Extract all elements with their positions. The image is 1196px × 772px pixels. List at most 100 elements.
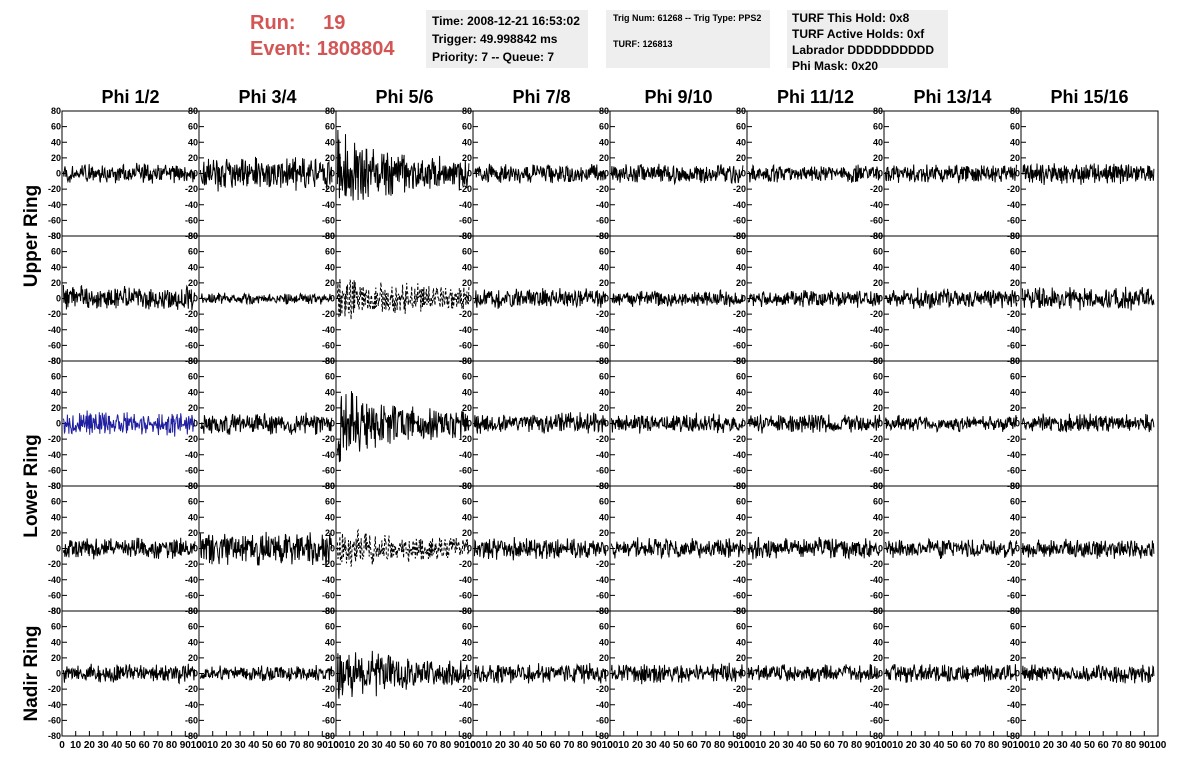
x-tick-label-c2-8: 80 — [440, 740, 452, 751]
y-tick-label-r0-c1-6: 40 — [188, 137, 198, 147]
waveform-trace-r4-c4 — [610, 662, 744, 685]
y-tick-label-r0-c2-5: 20 — [325, 153, 335, 163]
waveform-trace-r0-c5 — [747, 163, 881, 183]
waveform-trace-r1-c0 — [62, 284, 196, 311]
y-tick-label-r4-c5-4: 0 — [741, 669, 746, 679]
y-tick-label-r1-c6-8: 80 — [873, 231, 883, 241]
y-tick-label-r4-c2-8: 80 — [325, 606, 335, 616]
y-tick-label-r0-c1-3: -20 — [185, 184, 198, 194]
y-tick-label-r4-c4-4: 0 — [604, 669, 609, 679]
y-tick-label-r2-c7-1: -60 — [1007, 465, 1020, 475]
y-tick-label-r2-c6-7: 60 — [873, 372, 883, 382]
waveform-trace-r2-c5 — [747, 414, 881, 434]
y-tick-label-r2-c0-4: 0 — [56, 419, 61, 429]
y-tick-label-r4-c3-8: 80 — [462, 606, 472, 616]
y-tick-label-r0-c7-1: -60 — [1007, 215, 1020, 225]
y-tick-label-r1-c0-2: -40 — [48, 325, 61, 335]
y-tick-label-r0-c4-1: -60 — [596, 215, 609, 225]
y-tick-label-r2-c6-4: 0 — [878, 419, 883, 429]
y-tick-label-r1-c0-8: 80 — [51, 231, 61, 241]
y-tick-label-r2-c5-1: -60 — [733, 465, 746, 475]
x-tick-label-c6-2: 20 — [906, 740, 918, 751]
waveform-trace-r1-c5 — [747, 290, 881, 308]
y-tick-label-r0-c3-3: -20 — [459, 184, 472, 194]
y-tick-label-r3-c4-1: -60 — [596, 590, 609, 600]
y-tick-label-r2-c5-3: -20 — [733, 434, 746, 444]
y-tick-label-r4-c2-2: -40 — [322, 700, 335, 710]
y-tick-label-r0-c3-5: 20 — [462, 153, 472, 163]
y-tick-label-r0-c4-3: -20 — [596, 184, 609, 194]
y-tick-label-r3-c0-0: -80 — [48, 606, 61, 616]
y-tick-label-r1-c6-4: 0 — [878, 294, 883, 304]
x-tick-label-c5-6: 60 — [824, 740, 836, 751]
waveform-trace-r4-c5 — [747, 664, 881, 683]
column-header-1: Phi 1/2 — [101, 87, 159, 107]
y-tick-label-r1-c2-3: -20 — [322, 309, 335, 319]
y-tick-label-r4-c7-5: 20 — [1010, 653, 1020, 663]
y-tick-label-r4-c5-7: 60 — [736, 622, 746, 632]
y-tick-label-r2-c7-7: 60 — [1010, 372, 1020, 382]
y-tick-label-r0-c5-8: 80 — [736, 106, 746, 116]
column-header-4: Phi 7/8 — [512, 87, 570, 107]
y-tick-label-r2-c3-4: 0 — [467, 419, 472, 429]
y-tick-label-r2-c1-6: 40 — [188, 387, 198, 397]
y-tick-label-r1-c7-2: -40 — [1007, 325, 1020, 335]
x-tick-label-c0-4: 40 — [111, 740, 123, 751]
waveform-trace-r0-c4 — [610, 163, 744, 186]
x-tick-label-c0-5: 50 — [125, 740, 137, 751]
x-tick-label-c1-1: 10 — [207, 740, 219, 751]
x-tick-label-c2-9: 90 — [454, 740, 466, 751]
y-tick-label-r2-c3-3: -20 — [459, 434, 472, 444]
y-tick-label-r2-c4-1: -60 — [596, 465, 609, 475]
time-text: Time: 2008-12-21 16:53:02 — [432, 14, 580, 28]
y-tick-label-r3-c5-8: 80 — [736, 481, 746, 491]
x-tick-label-c6-1: 10 — [892, 740, 904, 751]
x-tick-label-c5-5: 50 — [810, 740, 822, 751]
y-tick-label-r4-c7-4: 0 — [1015, 669, 1020, 679]
y-tick-label-r4-c1-6: 40 — [188, 637, 198, 647]
y-tick-label-r3-c0-8: 80 — [51, 481, 61, 491]
run-event-box: Run: 19 Event: 1808804 — [250, 10, 420, 62]
y-tick-label-r3-c7-5: 20 — [1010, 528, 1020, 538]
y-tick-label-r4-c0-3: -20 — [48, 684, 61, 694]
y-tick-label-r1-c6-1: -60 — [870, 340, 883, 350]
waveform-trace-r2-c1 — [200, 412, 333, 435]
x-tick-label-c4-0: 0 — [607, 740, 613, 751]
y-tick-label-r1-c7-3: -20 — [1007, 309, 1020, 319]
y-tick-label-r1-c4-6: 40 — [599, 262, 609, 272]
y-tick-label-r0-c0-3: -20 — [48, 184, 61, 194]
y-tick-label-r3-c3-4: 0 — [467, 544, 472, 554]
y-tick-label-r1-c3-8: 80 — [462, 231, 472, 241]
y-tick-label-r4-c3-6: 40 — [462, 637, 472, 647]
y-tick-label-r2-c3-2: -40 — [459, 450, 472, 460]
y-tick-label-r1-c7-7: 60 — [1010, 247, 1020, 257]
y-tick-label-r2-c3-8: 80 — [462, 356, 472, 366]
x-tick-label-c6-5: 50 — [947, 740, 959, 751]
y-tick-label-r2-c2-8: 80 — [325, 356, 335, 366]
y-tick-label-r0-c7-5: 20 — [1010, 153, 1020, 163]
waveform-trace-r2-c2 — [336, 391, 470, 463]
y-tick-label-r0-c5-6: 40 — [736, 137, 746, 147]
y-tick-label-r3-c3-3: -20 — [459, 559, 472, 569]
y-tick-label-r4-c7-8: 80 — [1010, 606, 1020, 616]
y-tick-label-r4-c7-7: 60 — [1010, 622, 1020, 632]
waveform-trace-r3-c6 — [884, 537, 1018, 560]
y-tick-label-r1-c3-1: -60 — [459, 340, 472, 350]
y-tick-label-r3-c3-8: 80 — [462, 481, 472, 491]
x-tick-label-c0-0: 0 — [59, 740, 65, 751]
waveform-trace-r0-c7 — [1022, 163, 1155, 186]
y-tick-label-r1-c3-7: 60 — [462, 247, 472, 257]
y-tick-label-r0-c3-7: 60 — [462, 122, 472, 132]
y-tick-label-r0-c5-3: -20 — [733, 184, 746, 194]
waveform-trace-r1-c2 — [336, 278, 470, 320]
x-tick-label-c5-9: 90 — [865, 740, 877, 751]
waveform-trace-r3-c0 — [62, 537, 196, 560]
y-tick-label-r1-c6-6: 40 — [873, 262, 883, 272]
y-tick-label-r3-c0-3: -20 — [48, 559, 61, 569]
y-tick-label-r3-c7-4: 0 — [1015, 544, 1020, 554]
y-tick-label-r4-c6-2: -40 — [870, 700, 883, 710]
y-tick-label-r3-c4-4: 0 — [604, 544, 609, 554]
waveform-trace-r0-c1 — [199, 156, 333, 192]
y-tick-label-r0-c1-4: 0 — [193, 169, 198, 179]
y-tick-label-r2-c5-7: 60 — [736, 372, 746, 382]
